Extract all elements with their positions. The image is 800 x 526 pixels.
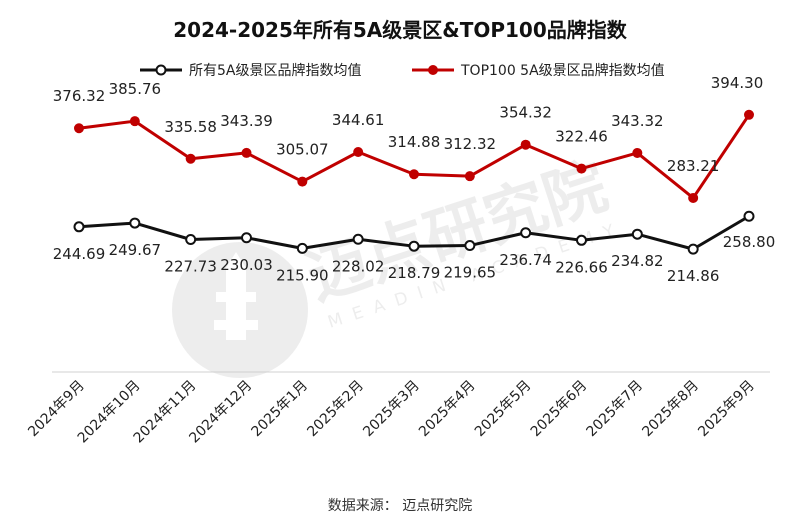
x-tick-label: 2025年4月 [416,378,479,441]
data-label-series-1: 227.73 [164,257,217,275]
data-point-series-2 [353,146,364,157]
data-point-series-1 [576,234,587,246]
data-point-series-1 [631,228,643,240]
data-label-series-2: 283.21 [667,157,720,175]
data-label-series-2: 385.76 [109,80,162,98]
legend-item-series-2: TOP100 5A级景区品牌指数均值 [412,62,665,79]
data-label-series-2: 305.07 [276,141,329,159]
data-point-series-2 [297,176,308,187]
data-label-series-1: 218.79 [388,264,441,282]
series-layer [73,109,755,255]
data-label-series-2: 394.30 [711,74,764,92]
legend: 所有5A级景区品牌指数均值 TOP100 5A级景区品牌指数均值 [140,62,665,79]
data-label-series-1: 226.66 [555,258,608,276]
data-label-series-1: 219.65 [444,264,497,282]
data-point-series-2 [185,153,196,164]
data-point-series-2 [464,171,475,182]
legend-label-series-1: 所有5A级景区品牌指数均值 [189,62,361,79]
data-point-series-1 [73,221,85,233]
data-point-series-1 [520,227,532,239]
data-point-series-1 [241,232,252,244]
data-point-series-2 [688,192,699,203]
x-tick-label: 2025年6月 [528,378,591,441]
data-label-series-2: 335.58 [164,118,217,136]
data-point-series-2 [241,147,252,158]
data-point-series-1 [687,243,699,255]
data-label-series-1: 228.02 [332,257,385,275]
data-label-series-2: 343.32 [611,112,664,130]
data-label-series-2: 344.61 [332,111,385,129]
chart-title: 2024-2025年所有5A级景区&TOP100品牌指数 [173,18,628,42]
data-label-series-2: 314.88 [388,133,441,151]
data-label-series-2: 312.32 [444,135,497,153]
x-tick-label: 2025年3月 [360,378,423,441]
x-tick-label: 2025年7月 [584,378,647,441]
data-point-series-1 [129,217,141,229]
x-tick-label: 2025年5月 [472,378,535,441]
data-point-series-1 [408,240,420,252]
data-label-series-1: 249.67 [109,241,162,259]
data-point-series-2 [409,169,419,180]
x-tick-label: 2025年9月 [695,378,758,441]
data-point-series-1 [352,233,364,245]
data-label-series-1: 244.69 [53,245,106,263]
legend-label-series-2: TOP100 5A级景区品牌指数均值 [460,62,665,79]
x-tick-label: 2025年2月 [304,378,367,441]
legend-item-series-1: 所有5A级景区品牌指数均值 [140,62,361,79]
watermark-logo-icon [172,242,308,378]
data-point-series-2 [520,139,531,150]
data-label-series-1: 236.74 [499,251,552,269]
data-point-series-2 [744,109,754,120]
data-label-series-2: 376.32 [53,87,106,105]
x-tick-label: 2025年1月 [249,378,312,441]
data-label-series-2: 343.39 [220,112,273,130]
data-point-series-1 [464,240,476,252]
x-tick-layer: 2024年9月2024年10月2024年11月2024年12月2025年1月20… [25,378,758,447]
source-note: 数据来源： 迈点研究院 [328,498,472,514]
data-point-series-1 [185,233,197,245]
data-label-series-1: 258.80 [723,233,776,251]
legend-marker-series-2 [428,65,438,75]
legend-marker-series-1 [155,64,167,76]
data-point-series-2 [129,116,140,127]
data-label-series-1: 230.03 [220,256,273,274]
data-label-series-1: 214.86 [667,267,720,285]
data-point-series-2 [576,163,587,174]
data-point-series-2 [632,147,643,158]
data-point-series-1 [743,210,755,222]
x-tick-label: 2025年8月 [639,378,702,441]
data-label-series-2: 322.46 [555,128,608,146]
data-point-series-1 [296,242,308,254]
data-label-series-1: 234.82 [611,252,664,270]
data-label-series-1: 215.90 [276,266,329,284]
data-point-series-2 [74,123,84,134]
data-label-series-2: 354.32 [499,104,552,122]
